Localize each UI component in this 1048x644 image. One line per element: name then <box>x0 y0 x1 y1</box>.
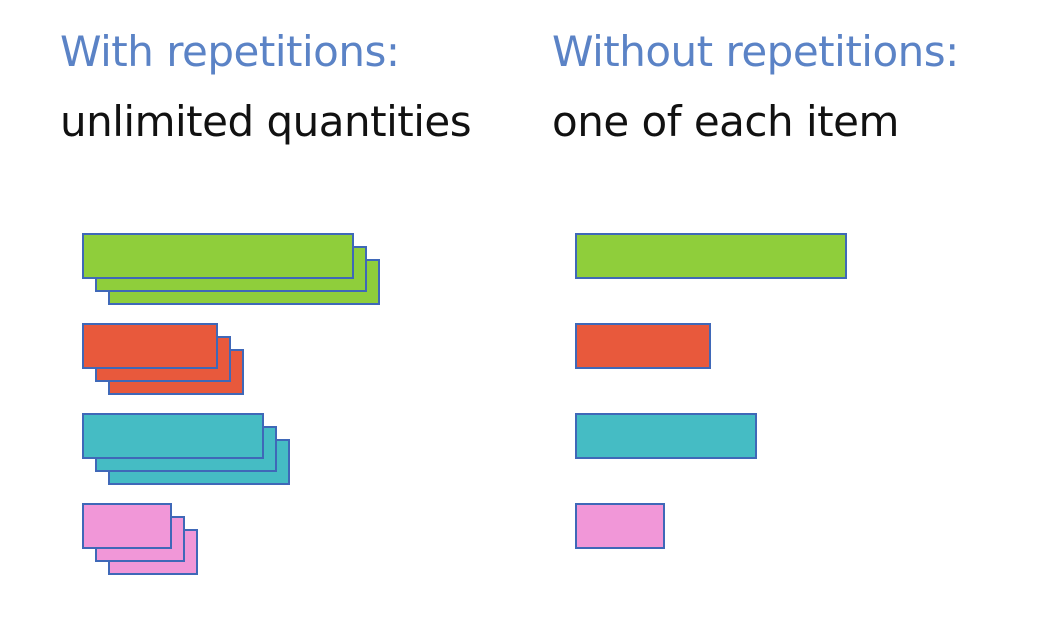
with-repetitions-teal-item-bar <box>82 413 264 459</box>
one-of-each-item-subheading: one of each item <box>552 97 899 146</box>
without-repetitions-heading: Without repetitions: <box>552 27 959 76</box>
without-repetitions-teal-item-bar <box>575 413 757 459</box>
with-repetitions-pink-item-bar <box>82 503 172 549</box>
without-repetitions-red-item-bar <box>575 323 711 369</box>
with-repetitions-red-item-bar <box>82 323 218 369</box>
without-repetitions-green-item-bar <box>575 233 847 279</box>
with-repetitions-green-item-bar <box>82 233 354 279</box>
without-repetitions-pink-item-bar <box>575 503 665 549</box>
with-repetitions-heading: With repetitions: <box>60 27 400 76</box>
unlimited-quantities-subheading: unlimited quantities <box>60 97 472 146</box>
